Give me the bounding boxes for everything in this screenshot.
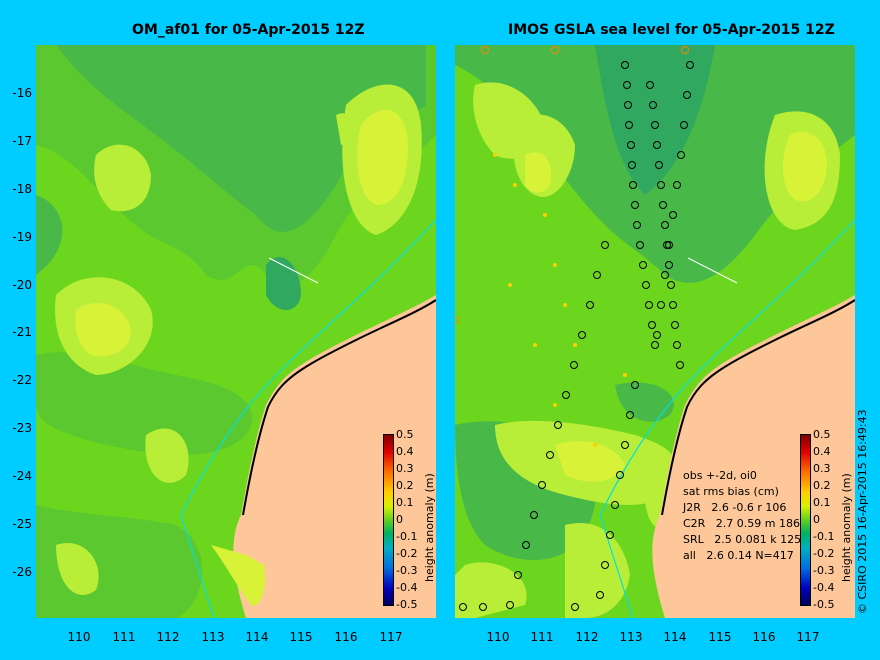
x-tick-label: 112 — [575, 630, 599, 644]
observation-circles-red — [455, 46, 689, 324]
stats-line: SRL 2.5 0.081 k 125 — [683, 533, 802, 546]
colorbar-tick: -0.5 — [396, 598, 418, 611]
x-tick-label: 110 — [67, 630, 91, 644]
colorbar-tick: 0.5 — [813, 428, 831, 441]
colorbar-gradient — [800, 434, 811, 606]
y-tick-label: -19 — [12, 230, 32, 244]
right-map-title: IMOS GSLA sea level for 05-Apr-2015 12Z — [508, 22, 835, 38]
left-map-title: OM_af01 for 05-Apr-2015 12Z — [132, 22, 365, 38]
x-tick-label: 110 — [486, 630, 510, 644]
stats-line: all 2.6 0.14 N=417 — [683, 549, 794, 562]
colorbar-tick: 0.1 — [813, 496, 831, 509]
left-map-canvas — [36, 45, 436, 618]
colorbar-tick: -0.2 — [813, 547, 835, 560]
x-tick-label: 116 — [334, 630, 358, 644]
x-tick-label: 115 — [708, 630, 732, 644]
y-tick-label: -24 — [12, 469, 32, 483]
y-tick-label: -21 — [12, 325, 32, 339]
x-tick-label: 111 — [530, 630, 554, 644]
colorbar-tick: 0.3 — [396, 462, 414, 475]
colorbar-tick: -0.4 — [813, 581, 835, 594]
right-map-canvas — [455, 45, 855, 618]
colorbar-tick: -0.5 — [813, 598, 835, 611]
left-map-panel — [36, 45, 436, 618]
colorbar-tick: 0.2 — [396, 479, 414, 492]
stats-line: obs +-2d, oi0 — [683, 469, 757, 482]
y-tick-label: -23 — [12, 421, 32, 435]
copyright-note: © CSIRO 2015 16-Apr-2015 16:49:43 — [856, 409, 869, 614]
y-tick-label: -26 — [12, 565, 32, 579]
y-tick-label: -25 — [12, 517, 32, 531]
x-tick-label: 111 — [112, 630, 136, 644]
observation-dots — [493, 153, 627, 447]
colorbar-tick: 0 — [396, 513, 403, 526]
y-tick-label: -20 — [12, 278, 32, 292]
x-tick-label: 115 — [289, 630, 313, 644]
y-tick-label: -17 — [12, 134, 32, 148]
colorbar-tick: 0.1 — [396, 496, 414, 509]
colorbar-tick: -0.2 — [396, 547, 418, 560]
colorbar-label: height anomaly (m) — [423, 473, 436, 582]
colorbar-tick: -0.1 — [396, 530, 418, 543]
x-tick-label: 117 — [379, 630, 403, 644]
x-tick-label: 116 — [752, 630, 776, 644]
colorbar-tick: 0.4 — [813, 445, 831, 458]
colorbar-tick: 0 — [813, 513, 820, 526]
x-tick-label: 113 — [619, 630, 643, 644]
stats-line: C2R 2.7 0.59 m 186 — [683, 517, 800, 530]
right-map-panel — [455, 45, 855, 618]
stats-line: sat rms bias (cm) — [683, 485, 779, 498]
x-tick-label: 113 — [201, 630, 225, 644]
colorbar-tick: 0.5 — [396, 428, 414, 441]
x-tick-label: 114 — [663, 630, 687, 644]
colorbar-gradient — [383, 434, 394, 606]
colorbar-tick: -0.4 — [396, 581, 418, 594]
y-tick-label: -22 — [12, 373, 32, 387]
altimeter-stats: obs +-2d, oi0 sat rms bias (cm) J2R 2.6 -0… — [683, 468, 801, 564]
altimeter-observation-tracks — [459, 61, 694, 611]
colorbar-tick: 0.3 — [813, 462, 831, 475]
colorbar-tick: -0.3 — [813, 564, 835, 577]
x-tick-label: 112 — [156, 630, 180, 644]
x-tick-label: 117 — [796, 630, 820, 644]
x-tick-label: 114 — [245, 630, 269, 644]
colorbar-label: height anomaly (m) — [840, 473, 853, 582]
y-tick-label: -16 — [12, 86, 32, 100]
colorbar-tick: 0.2 — [813, 479, 831, 492]
stats-line: J2R 2.6 -0.6 r 106 — [683, 501, 787, 514]
y-tick-label: -18 — [12, 182, 32, 196]
colorbar-tick: -0.1 — [813, 530, 835, 543]
colorbar-tick: -0.3 — [396, 564, 418, 577]
colorbar-tick: 0.4 — [396, 445, 414, 458]
